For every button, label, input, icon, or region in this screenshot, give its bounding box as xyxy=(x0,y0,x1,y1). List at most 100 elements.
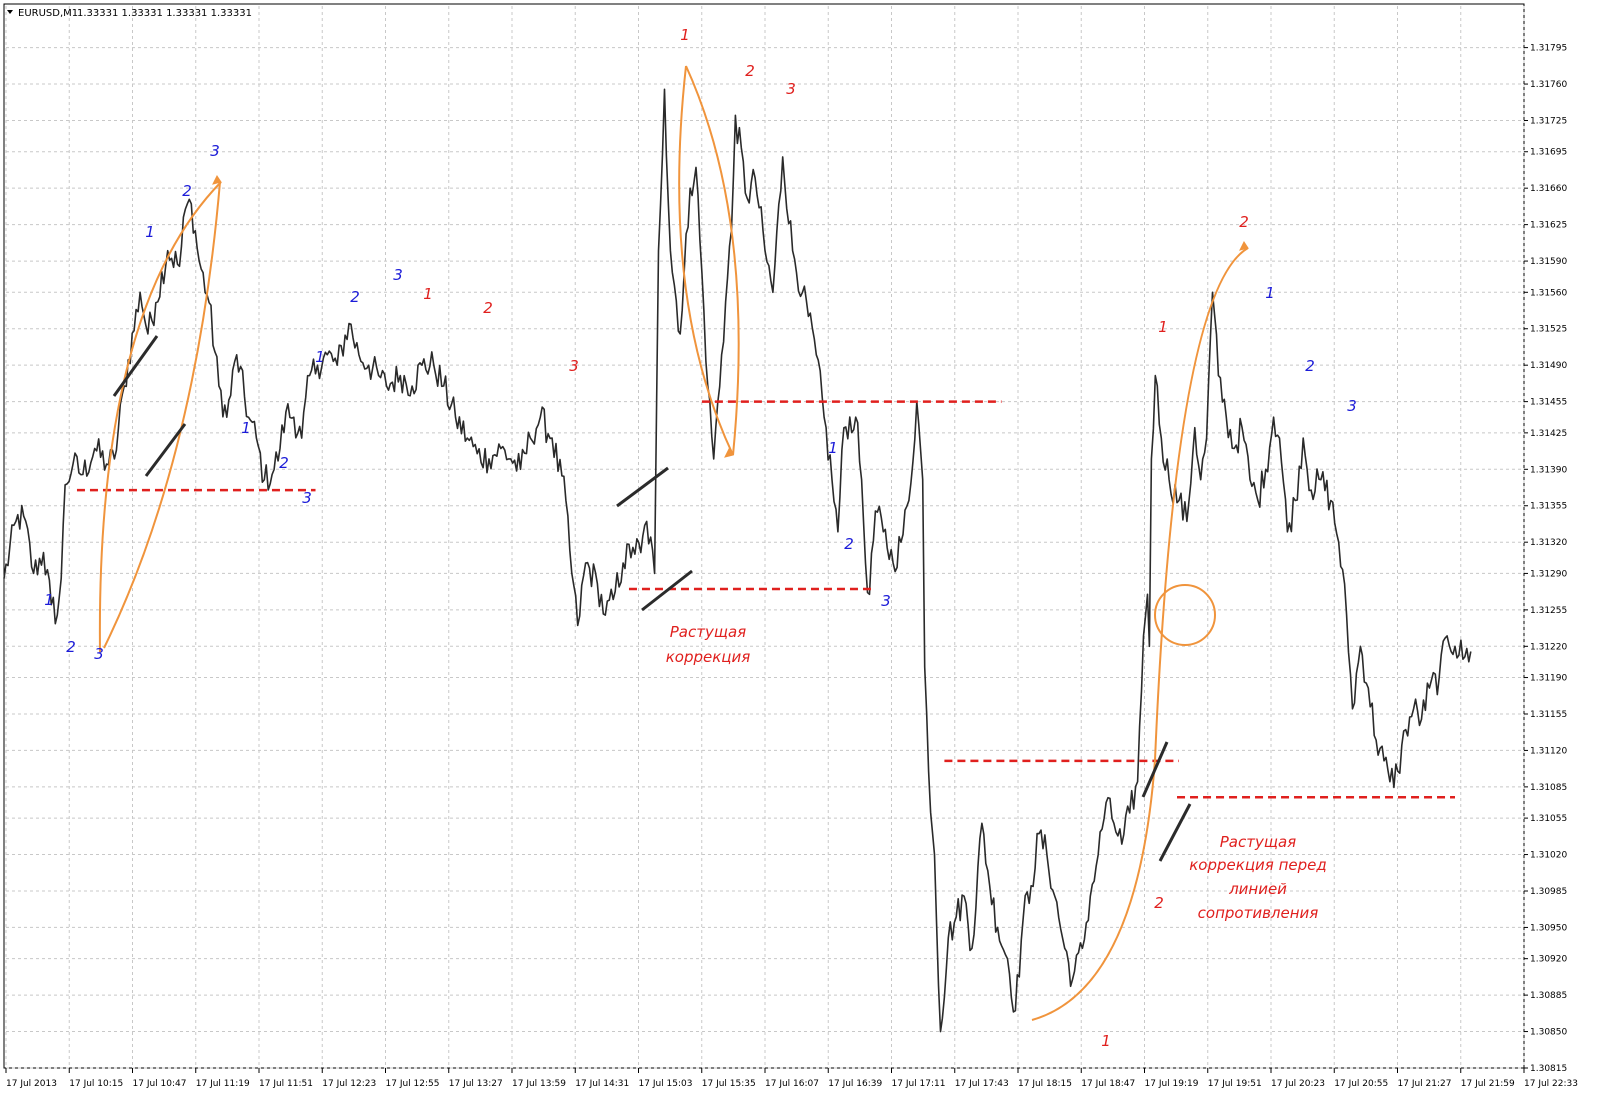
wave-label: 1 xyxy=(1265,284,1275,302)
wave-label: 2 xyxy=(350,288,360,306)
chart-grid xyxy=(3,3,1525,1069)
y-tick-label: 1.31725 xyxy=(1530,117,1567,127)
y-tick-label: 1.31120 xyxy=(1530,746,1567,756)
symbol-label: EURUSD,M1 xyxy=(18,8,78,19)
x-tick-label: 17 Jul 15:35 xyxy=(702,1079,756,1089)
x-tick-label: 17 Jul 11:19 xyxy=(196,1079,250,1089)
y-tick-label: 1.31220 xyxy=(1530,642,1567,652)
wave-label: 2 xyxy=(844,535,854,553)
highlight-circle xyxy=(1154,584,1216,646)
y-tick-label: 1.31560 xyxy=(1530,288,1567,298)
x-tick-label: 17 Jul 13:59 xyxy=(512,1079,566,1089)
channel-line xyxy=(112,335,159,397)
wave-curve xyxy=(103,181,221,649)
x-tick-label: 17 Jul 19:51 xyxy=(1208,1079,1262,1089)
x-tick-label: 17 Jul 10:15 xyxy=(69,1079,123,1089)
x-tick-label: 17 Jul 12:23 xyxy=(322,1079,376,1089)
y-tick-label: 1.31055 xyxy=(1530,814,1567,824)
wave-label: 1 xyxy=(315,348,325,366)
y-tick-label: 1.31320 xyxy=(1530,538,1567,548)
price-line xyxy=(3,88,1472,1033)
wave-label: 3 xyxy=(1347,397,1357,415)
x-tick-label: 17 Jul 18:15 xyxy=(1018,1079,1072,1089)
wave-label: 3 xyxy=(393,266,403,284)
y-tick-label: 1.30950 xyxy=(1530,923,1567,933)
x-tick-label: 17 Jul 21:27 xyxy=(1398,1079,1452,1089)
x-tick-label: 17 Jul 10:47 xyxy=(133,1079,187,1089)
y-tick-label: 1.31190 xyxy=(1530,674,1567,684)
wave-label: 3 xyxy=(569,357,579,375)
y-tick-label: 1.31625 xyxy=(1530,221,1567,231)
y-tick-label: 1.30850 xyxy=(1530,1028,1567,1038)
time-axis[interactable]: 17 Jul 2013 17 Jul 10:15 17 Jul 10:47 17 Ju… xyxy=(5,1068,1578,1089)
x-tick-label: 17 Jul 19:19 xyxy=(1145,1079,1199,1089)
y-tick-label: 1.30815 xyxy=(1530,1064,1567,1074)
wave-label: 2 xyxy=(66,638,76,656)
ohlc-label: 1.33331 1.33331 1.33331 1.33331 xyxy=(77,8,252,19)
wave-label: 2 xyxy=(1154,894,1164,912)
x-tick-label: 17 Jul 17:11 xyxy=(892,1079,946,1089)
y-tick-label: 1.30985 xyxy=(1530,887,1567,897)
y-tick-label: 1.31660 xyxy=(1530,184,1567,194)
y-tick-label: 1.31255 xyxy=(1530,606,1567,616)
y-tick-label: 1.31355 xyxy=(1530,502,1567,512)
wave-label: 1 xyxy=(241,419,251,437)
wave-label: 3 xyxy=(786,80,796,98)
wave-curve xyxy=(98,181,222,653)
wave-label: 3 xyxy=(881,592,891,610)
channel-line xyxy=(616,466,669,508)
x-tick-label: 17 Jul 20:23 xyxy=(1271,1079,1325,1089)
note-text: линией xyxy=(1228,880,1287,898)
x-tick-label: 17 Jul 12:55 xyxy=(386,1079,440,1089)
x-tick-label: 17 Jul 13:27 xyxy=(449,1079,503,1089)
wave-label: 3 xyxy=(94,645,104,663)
price-axis[interactable]: 1.31795 1.31760 1.31725 1.31695 1.31660 1.316… xyxy=(1524,44,1567,1074)
wave-label: 2 xyxy=(483,299,493,317)
x-tick-label: 17 Jul 21:59 xyxy=(1461,1079,1515,1089)
wave-label: 2 xyxy=(279,454,289,472)
y-tick-label: 1.31760 xyxy=(1530,80,1567,90)
y-tick-label: 1.31490 xyxy=(1530,361,1567,371)
y-tick-label: 1.31525 xyxy=(1530,325,1567,335)
note-text: Растущая xyxy=(1220,833,1296,851)
x-tick-label: 17 Jul 15:03 xyxy=(639,1079,693,1089)
x-tick-label: 17 Jul 16:07 xyxy=(765,1079,819,1089)
chart-header: EURUSD,M1 1.33331 1.33331 1.33331 1.3333… xyxy=(7,8,252,19)
note-text: коррекция перед xyxy=(1189,856,1326,874)
wave-label: 1 xyxy=(423,285,433,303)
wave-label: 1 xyxy=(1158,318,1168,336)
triangle-down-icon[interactable] xyxy=(7,10,13,14)
y-tick-label: 1.31795 xyxy=(1530,44,1567,54)
wave-label: 2 xyxy=(1239,213,1249,231)
note-text: коррекция xyxy=(666,648,751,666)
wave-label: 2 xyxy=(1305,357,1315,375)
y-tick-label: 1.31085 xyxy=(1530,783,1567,793)
wave-label: 3 xyxy=(210,142,220,160)
y-tick-label: 1.31390 xyxy=(1530,465,1567,475)
y-tick-label: 1.31590 xyxy=(1530,257,1567,267)
wave-label: 1 xyxy=(680,26,690,44)
chart-annotations: 12 31231231231231231231212123Растущаякорр… xyxy=(44,26,1455,1050)
wave-label: 1 xyxy=(1101,1032,1111,1050)
arrow-head xyxy=(724,448,734,458)
y-tick-label: 1.31290 xyxy=(1530,569,1567,579)
wave-curve xyxy=(1031,247,1249,1021)
x-tick-label: 17 Jul 18:47 xyxy=(1081,1079,1135,1089)
arrow-head xyxy=(212,175,222,185)
y-tick-label: 1.31155 xyxy=(1530,710,1567,720)
x-tick-label: 17 Jul 11:51 xyxy=(259,1079,313,1089)
wave-label: 3 xyxy=(302,489,312,507)
y-tick-label: 1.31695 xyxy=(1530,148,1567,158)
x-tick-label: 17 Jul 20:55 xyxy=(1334,1079,1388,1089)
wave-label: 2 xyxy=(745,62,755,80)
x-tick-label: 17 Jul 17:43 xyxy=(955,1079,1009,1089)
note-text: Растущая xyxy=(670,623,746,641)
wave-curve xyxy=(678,65,734,456)
note-text: сопротивления xyxy=(1198,904,1319,922)
wave-label: 1 xyxy=(44,591,54,609)
x-tick-label: 17 Jul 2013 xyxy=(6,1079,57,1089)
wave-label: 1 xyxy=(828,439,838,457)
